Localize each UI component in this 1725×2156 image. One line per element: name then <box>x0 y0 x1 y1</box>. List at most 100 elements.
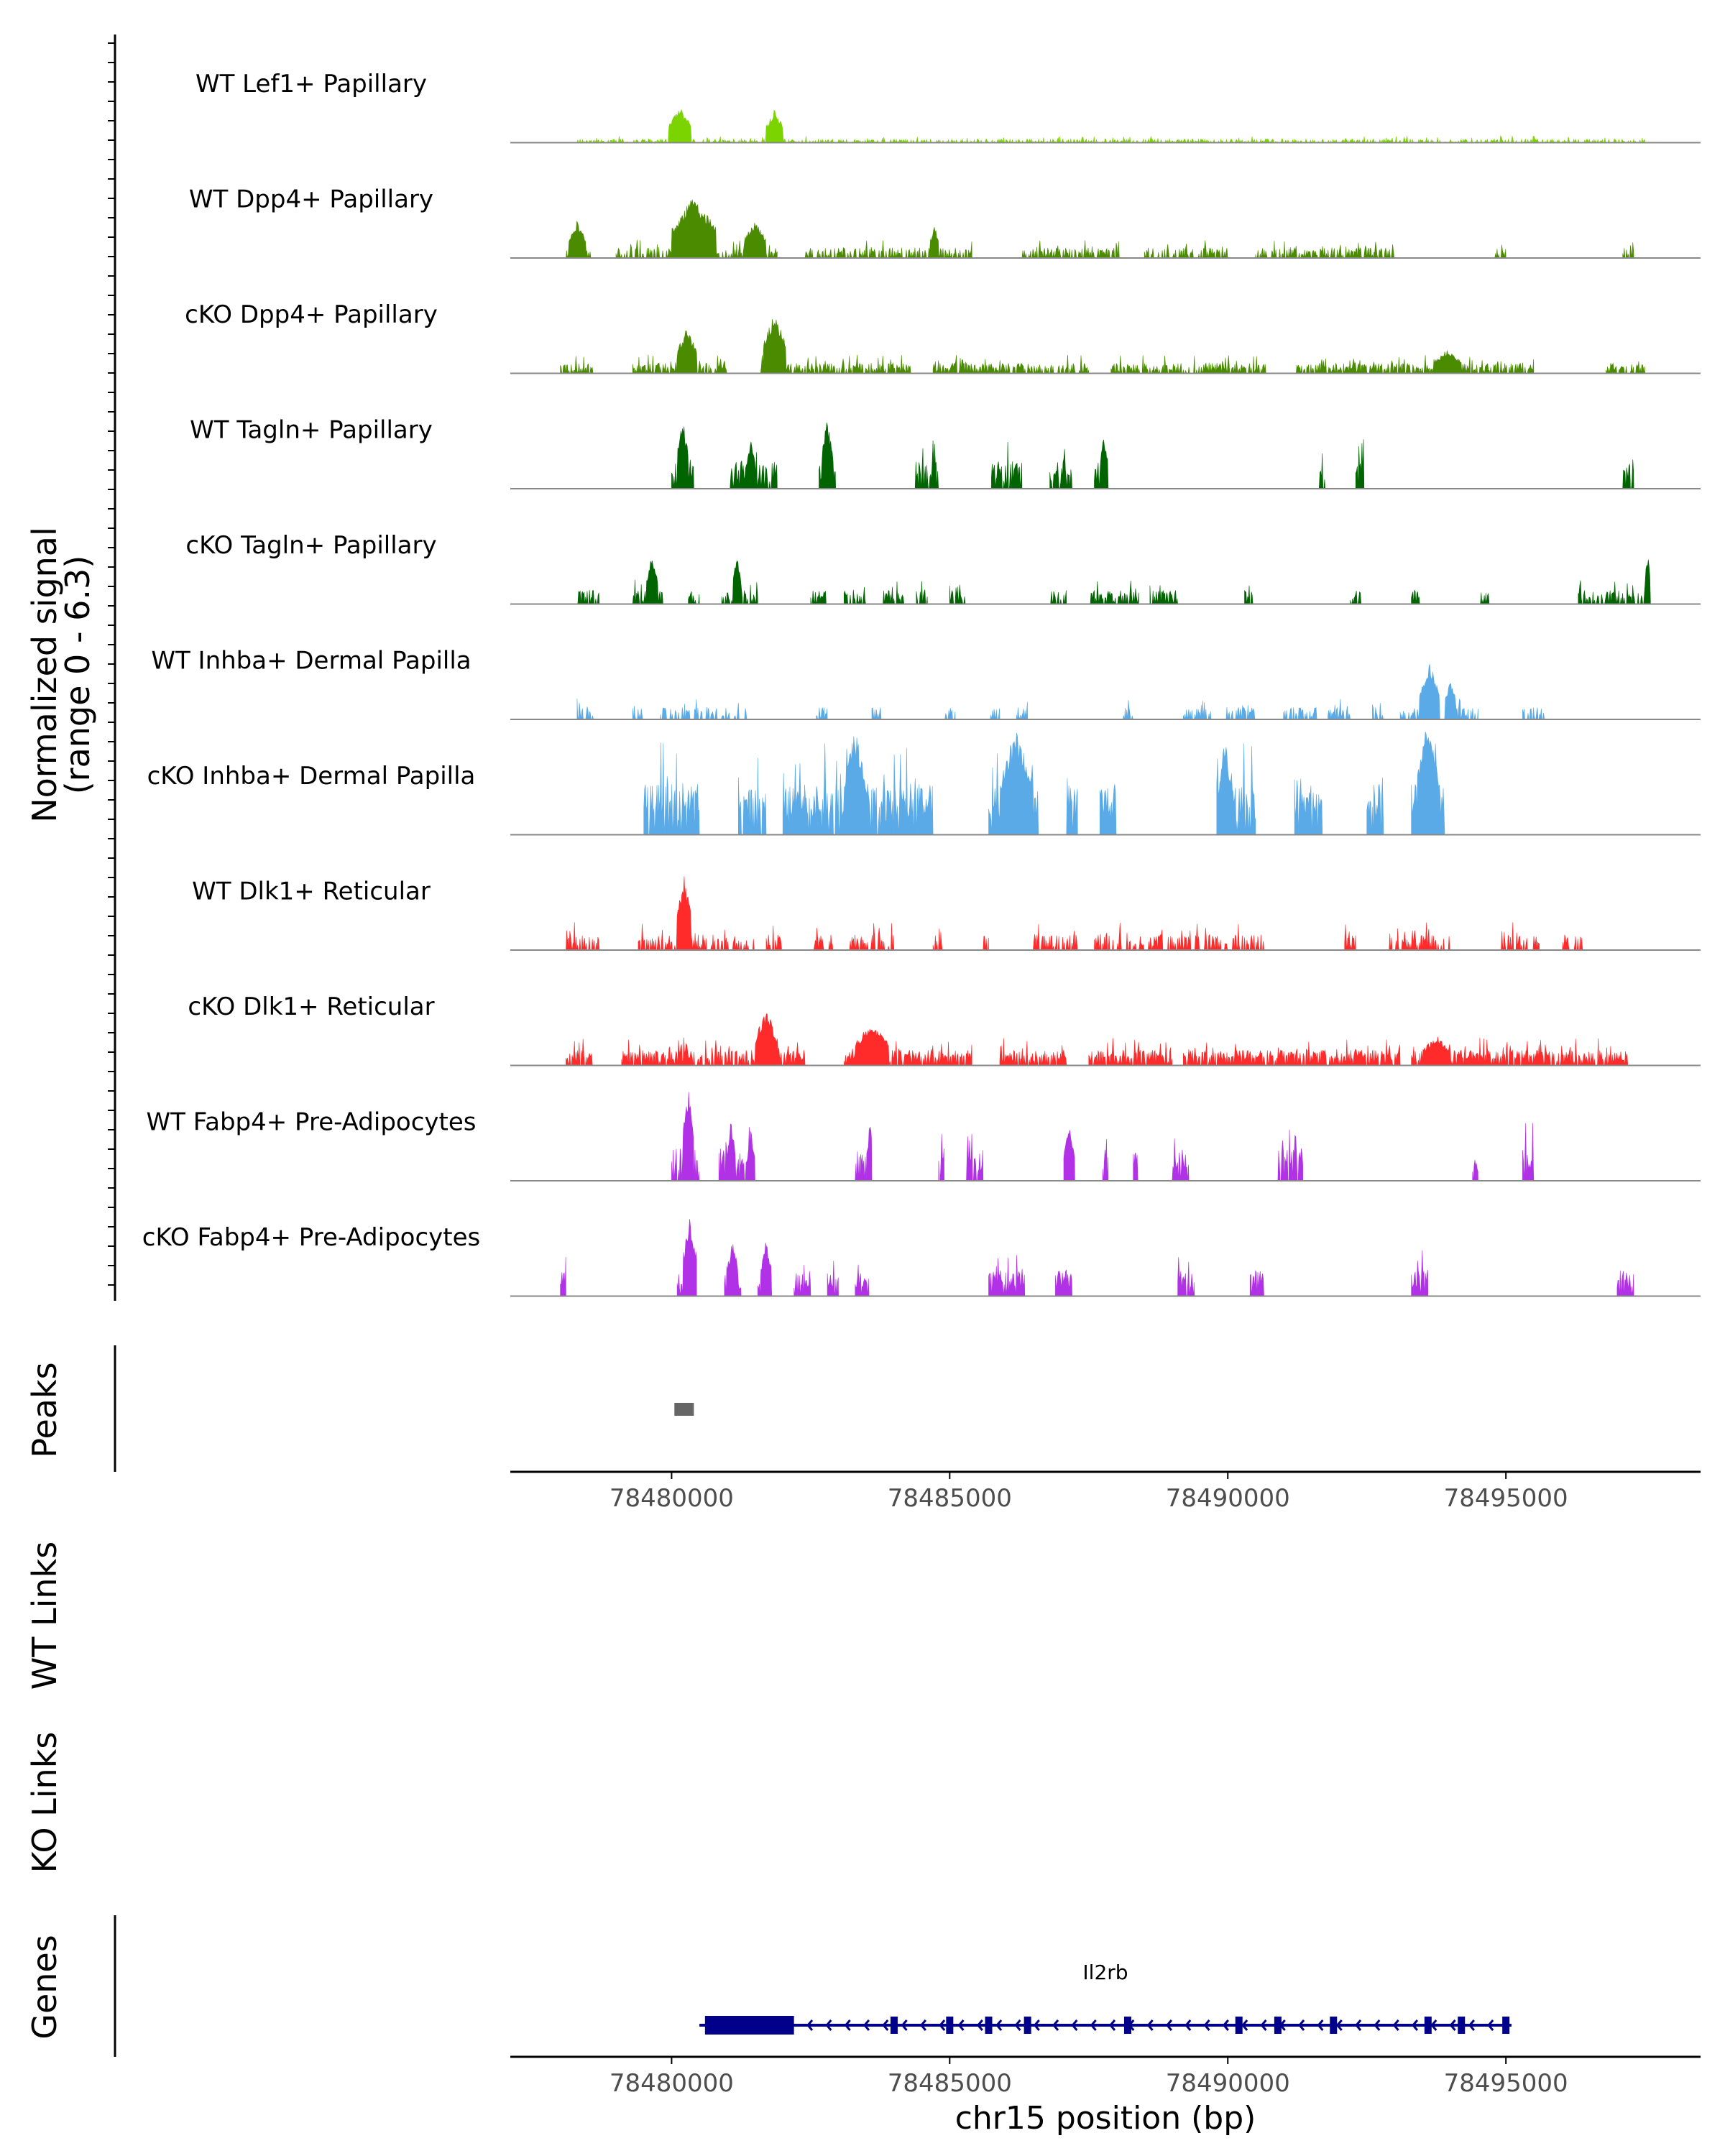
track-label: cKO Inhba+ Dermal Papilla <box>147 762 476 791</box>
track-label: cKO Dpp4+ Papillary <box>185 300 438 329</box>
gene-exon <box>1123 2017 1131 2034</box>
strand-arrow <box>1355 2019 1362 2031</box>
track-label: WT Inhba+ Dermal Papilla <box>151 647 471 676</box>
track-label: WT Lef1+ Papillary <box>196 70 427 98</box>
strand-arrow <box>1071 2019 1078 2031</box>
gene-exon <box>1274 2017 1282 2034</box>
strand-arrow <box>995 2019 1003 2031</box>
strand-arrow <box>1374 2019 1381 2031</box>
strand-arrow <box>1411 2019 1419 2031</box>
track-coverage-area <box>576 109 1645 144</box>
gene-exon <box>946 2017 954 2034</box>
strand-arrow <box>1184 2019 1192 2031</box>
track-2: WT Dpp4+ Papillary <box>189 185 1701 259</box>
track-6: WT Inhba+ Dermal Papilla <box>151 647 1701 720</box>
peaks-panel-label: Peaks <box>25 1362 64 1457</box>
strand-arrow <box>1222 2019 1229 2031</box>
gene-exon <box>1458 2017 1466 2034</box>
x-axis-lower: chr15 position (bp) 78480000 78485000 7849… <box>510 2055 1701 2137</box>
strand-arrow <box>844 2019 851 2031</box>
strand-arrow <box>1449 2019 1456 2031</box>
links-panels: WT Links KO Links <box>25 1542 64 1874</box>
track-label: cKO Tagln+ Papillary <box>185 531 436 560</box>
strand-arrow <box>1033 2019 1040 2031</box>
strand-arrow <box>919 2019 926 2031</box>
gene-exon <box>1235 2017 1243 2034</box>
track-label: cKO Fabp4+ Pre-Adipocytes <box>142 1223 481 1252</box>
strand-arrow <box>806 2019 814 2031</box>
x-axis-upper-tick-label: 78480000 <box>610 1484 734 1513</box>
gene-name-label: Il2rb <box>1082 1961 1128 1984</box>
genes-panel-label: Genes <box>25 1935 64 2039</box>
track-label: WT Dlk1+ Reticular <box>192 877 431 906</box>
track-coverage-area <box>643 732 1445 835</box>
track-coverage-area <box>576 559 1651 604</box>
coverage-tracks: WT Lef1+ Papillary WT Dpp4+ Papillary cKO … <box>108 34 1701 1301</box>
track-label: WT Dpp4+ Papillary <box>189 185 433 214</box>
track-9: cKO Dlk1+ Reticular <box>188 992 1701 1067</box>
strand-arrow <box>1392 2019 1399 2031</box>
gene-utr-block <box>704 2016 794 2035</box>
gene-exon <box>890 2017 898 2034</box>
track-1: WT Lef1+ Papillary <box>196 70 1701 144</box>
track-coverage-area <box>671 423 1634 489</box>
strand-arrow <box>1317 2019 1324 2031</box>
track-coverage-area <box>566 199 1634 259</box>
wt-links-label: WT Links <box>25 1542 64 1690</box>
track-coverage-area <box>671 1092 1535 1181</box>
track-coverage-area <box>566 1013 1629 1066</box>
strand-arrow <box>939 2019 946 2031</box>
strand-arrow <box>1335 2019 1343 2031</box>
gene-exon <box>1024 2017 1031 2034</box>
track-label: cKO Dlk1+ Reticular <box>188 992 434 1021</box>
strand-arrow <box>1052 2019 1059 2031</box>
strand-arrow <box>901 2019 908 2031</box>
track-3: cKO Dpp4+ Papillary <box>185 300 1701 374</box>
strand-arrow <box>1241 2019 1248 2031</box>
strand-arrow <box>1090 2019 1097 2031</box>
gene-exon <box>1502 2017 1510 2034</box>
gene-exon <box>1424 2017 1432 2034</box>
strand-arrow <box>1146 2019 1154 2031</box>
x-axis-lower-tick-label: 78490000 <box>1166 2069 1290 2098</box>
x-axis-lower-tick-label: 78495000 <box>1444 2069 1568 2098</box>
y-axis-labels: Normalized signal (range 0 - 6.3) <box>25 527 97 823</box>
strand-arrow <box>825 2019 832 2031</box>
track-7: cKO Inhba+ Dermal Papilla <box>147 732 1701 836</box>
track-coverage-area <box>566 876 1584 951</box>
ko-links-label: KO Links <box>25 1732 64 1874</box>
strand-arrow <box>862 2019 870 2031</box>
x-axis-upper: 78480000 78485000 78490000 78495000 <box>510 1470 1701 1513</box>
gene-exon <box>985 2017 993 2034</box>
x-axis-title: chr15 position (bp) <box>955 2100 1256 2137</box>
strand-arrow <box>1260 2019 1267 2031</box>
track-11: cKO Fabp4+ Pre-Adipocytes <box>142 1219 1701 1297</box>
track-5: cKO Tagln+ Papillary <box>185 531 1701 605</box>
peaks-panel: Peaks <box>25 1345 694 1472</box>
strand-arrow <box>976 2019 983 2031</box>
genes-panel: Genes Il2rb <box>25 1915 1512 2057</box>
strand-arrow <box>957 2019 965 2031</box>
strand-arrow <box>1487 2019 1494 2031</box>
y-axis-label-line1: Normalized signal <box>25 527 64 823</box>
y-axis-label-line2: (range 0 - 6.3) <box>58 556 97 795</box>
gene-exon <box>1330 2017 1338 2034</box>
track-label: WT Fabp4+ Pre-Adipocytes <box>147 1108 477 1137</box>
x-axis-lower-tick-label: 78480000 <box>610 2069 734 2098</box>
strand-arrow <box>1468 2019 1475 2031</box>
track-8: WT Dlk1+ Reticular <box>192 876 1701 951</box>
strand-arrow <box>1430 2019 1438 2031</box>
strand-arrow <box>1014 2019 1021 2031</box>
track-10: WT Fabp4+ Pre-Adipocytes <box>147 1092 1701 1181</box>
strand-arrow <box>1298 2019 1305 2031</box>
x-axis-upper-tick-label: 78485000 <box>888 1484 1012 1513</box>
track-coverage-area <box>576 663 1545 720</box>
strand-arrow <box>1108 2019 1116 2031</box>
x-axis-upper-tick-label: 78490000 <box>1166 1484 1290 1513</box>
peak-interval <box>674 1403 694 1416</box>
track-coverage-area <box>560 1219 1634 1296</box>
x-axis-lower-tick-label: 78485000 <box>888 2069 1012 2098</box>
strand-arrow <box>882 2019 889 2031</box>
track-coverage-area <box>560 319 1645 374</box>
